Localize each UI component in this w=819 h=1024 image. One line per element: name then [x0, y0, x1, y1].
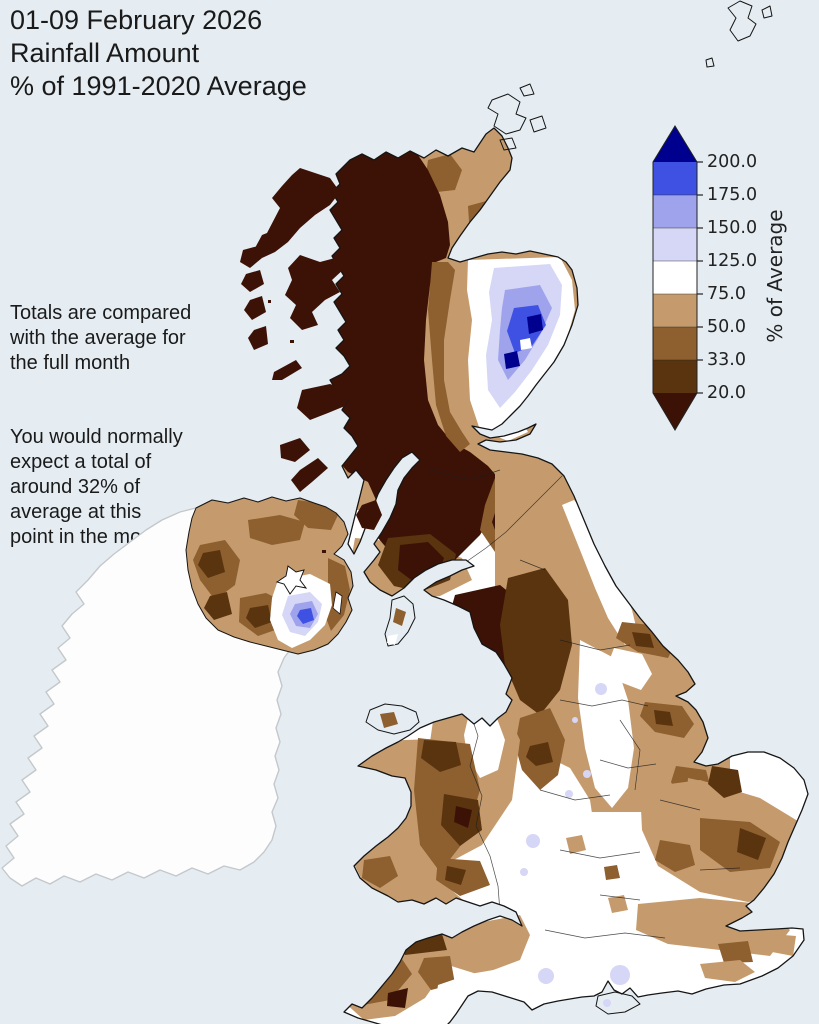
legend-tick-150: 150.0 [707, 218, 758, 238]
legend-axis-label: % of Average [763, 209, 787, 343]
legend-tick-33: 33.0 [707, 350, 746, 370]
legend-upper-arrow [653, 126, 697, 162]
annotation-paragraph-1: Totals are compared with the average for… [10, 302, 192, 374]
isle-of-wight [595, 991, 641, 1015]
title-line-period: 01-09 February 2026 [10, 5, 263, 35]
legend-tick-75: 75.0 [707, 284, 746, 304]
legend-band-150-175 [653, 195, 697, 228]
legend-band-175-200 [653, 162, 697, 195]
legend-tick-20: 20.0 [707, 383, 746, 403]
legend-band-20-33 [653, 360, 697, 393]
legend-tick-50: 50.0 [707, 317, 746, 337]
colorbar-legend: 200.0 175.0 150.0 125.0 75.0 50.0 33.0 2… [645, 112, 819, 442]
legend-tick-125: 125.0 [707, 251, 758, 271]
legend-band-33-50 [653, 327, 697, 360]
legend-band-50-75 [653, 294, 697, 327]
colorbar [652, 125, 703, 431]
legend-band-75-125 [653, 261, 697, 294]
anglesey [365, 703, 420, 735]
title-line-variable: Rainfall Amount [10, 38, 200, 68]
lough-neagh [275, 565, 308, 595]
isle-of-man [384, 595, 416, 647]
annotation-paragraph-2: You would normally expect a total of aro… [10, 426, 183, 548]
title-line-baseline: % of 1991-2020 Average [10, 71, 307, 101]
legend-tick-200: 200.0 [707, 152, 758, 172]
legend-band-125-150 [653, 228, 697, 261]
strangford-lough [332, 591, 343, 615]
legend-lower-arrow [653, 393, 697, 430]
annotation-block: Totals are compared with the average for… [10, 276, 240, 575]
legend-tick-175: 175.0 [707, 185, 758, 205]
offshore-islands [240, 0, 773, 1015]
map-title: 01-09 February 2026 Rainfall Amount % of… [10, 4, 307, 103]
